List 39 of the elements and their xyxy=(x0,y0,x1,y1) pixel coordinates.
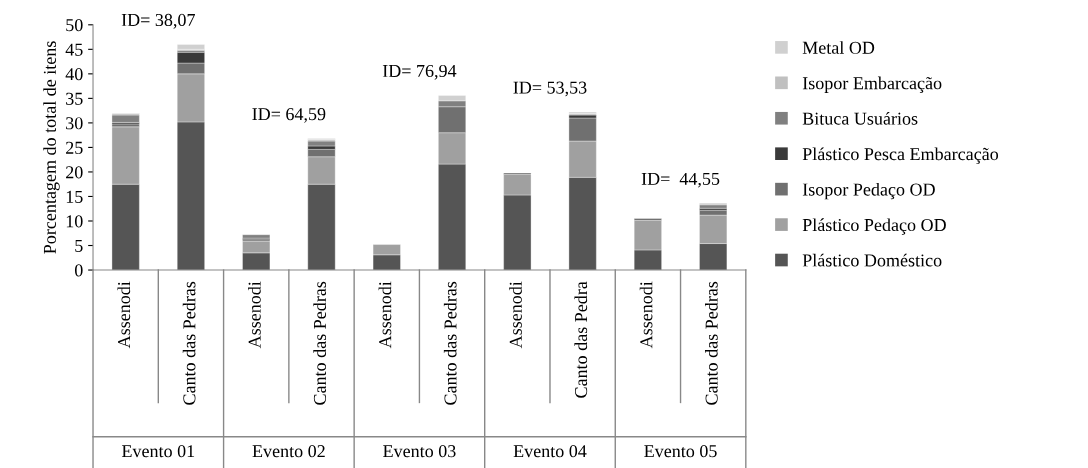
legend-label: Isopor Embarcação xyxy=(802,76,942,93)
y-tick-label: 20 xyxy=(66,166,83,179)
y-axis-title: Porcentagem do total de itens xyxy=(43,41,60,254)
x-tick-label: Assenodi xyxy=(378,281,392,349)
legend-label: Plástico Pedaço OD xyxy=(802,218,946,235)
x-tick-label: Canto das Pedras xyxy=(313,281,327,405)
y-tick-label: 5 xyxy=(75,239,83,252)
y-tick-label: 40 xyxy=(65,68,83,81)
y-tick-label: 0 xyxy=(74,264,83,277)
y-tick-label: 25 xyxy=(66,141,83,154)
text: Evento 02 xyxy=(252,445,325,458)
y-tick-label: 45 xyxy=(65,43,83,56)
y-tick-label: 50 xyxy=(66,19,83,32)
y-tick-label: 35 xyxy=(66,92,83,105)
x-tick-label: Canto das Pedras xyxy=(443,281,457,405)
x-tick-label: Canto das Pedras xyxy=(705,281,718,405)
annotation: ID= 64,59 xyxy=(252,108,326,123)
x-tick-label: Canto das Pedra xyxy=(574,281,588,398)
legend-label: Bituca Usuários xyxy=(802,112,918,125)
annotation: ID= 53,53 xyxy=(513,81,587,97)
y-tick-label: 15 xyxy=(66,190,83,203)
x-tick-label: Assenodi xyxy=(639,281,653,349)
x-tick-label: Assenodi xyxy=(248,281,261,349)
text: Evento 04 xyxy=(513,445,587,458)
annotation: ID= 44,55 xyxy=(641,172,720,188)
annotation: ID= 76,94 xyxy=(382,64,457,80)
text: Evento 03 xyxy=(383,445,456,458)
x-tick-label: Assenodi xyxy=(509,281,522,349)
x-tick-label: Assenodi xyxy=(117,281,131,349)
legend-label: Isopor Pedaço OD xyxy=(802,182,935,200)
text: Evento 05 xyxy=(644,445,717,458)
legend-label: Plástico Doméstico xyxy=(802,253,942,267)
y-tick-label: 10 xyxy=(66,215,83,228)
text: Evento 01 xyxy=(121,445,195,458)
legend-label: Plástico Pesca Embarcação xyxy=(802,147,999,164)
x-tick-label: Canto das Pedras xyxy=(182,281,196,405)
legend-label: Metal OD xyxy=(802,41,875,54)
annotation: ID= 38,07 xyxy=(121,13,195,29)
y-tick-label: 30 xyxy=(66,117,83,130)
